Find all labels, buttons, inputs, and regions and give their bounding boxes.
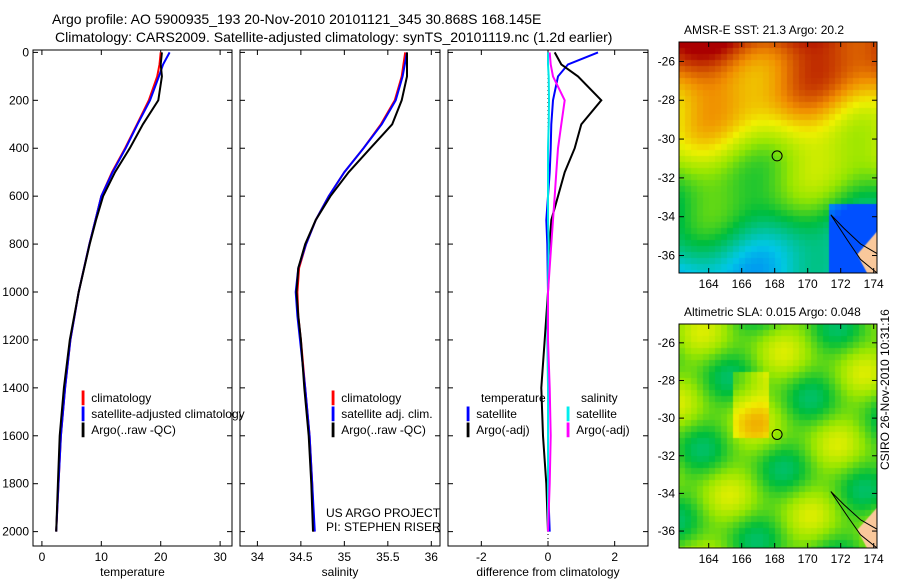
series-argo-raw-qc-: [295, 52, 408, 532]
x-tick-label: 172: [831, 277, 851, 291]
legend-salinity-heading: salinity: [581, 391, 618, 405]
legend-climatology: climatology: [91, 391, 152, 405]
y-tick-label: 1800: [2, 477, 29, 491]
y-tick-label: -30: [658, 132, 676, 146]
series-salinity-satellite: [546, 52, 551, 532]
x-axis-label: salinity: [322, 565, 359, 579]
pi-label: PI: STEPHEN RISER: [326, 520, 441, 534]
legend-argo: Argo(..raw -QC): [91, 423, 176, 437]
y-tick-label: 1400: [2, 381, 29, 395]
x-tick-label: 34.5: [289, 550, 313, 564]
x-tick-label: 166: [732, 552, 752, 566]
x-tick-label: 166: [732, 277, 752, 291]
x-tick-label: 164: [699, 552, 719, 566]
title-line1: Argo profile: AO 5900935_193 20-Nov-2010…: [52, 11, 542, 27]
series-satellite-adjusted-climatology: [55, 51, 171, 532]
legend-climatology: climatology: [341, 391, 402, 405]
plot-frame: [678, 41, 878, 274]
y-tick-label: 1000: [2, 285, 29, 299]
legend-temp-argo: Argo(-adj): [476, 423, 530, 437]
y-tick-label: 800: [9, 237, 29, 251]
y-tick-label: -34: [658, 486, 676, 500]
x-tick-label: 168: [765, 277, 785, 291]
series-satellite-adj-clim-: [294, 52, 408, 532]
x-tick-label: 34: [251, 550, 265, 564]
x-tick-label: 174: [864, 552, 884, 566]
series-temperature-satellite: [545, 51, 599, 532]
x-tick-label: 174: [864, 277, 884, 291]
x-tick-label: 36: [425, 550, 439, 564]
legend-temp-satellite: satellite: [476, 407, 517, 421]
legend-sal-satellite: satellite: [576, 407, 617, 421]
series-climatology: [296, 52, 407, 532]
argo-location-marker: [771, 150, 783, 162]
y-tick-label: 1200: [2, 333, 29, 347]
series-argo-raw-qc-: [55, 52, 163, 532]
legend-sal: ▎climatology ▎satellite adj. clim. ▎Argo…: [332, 391, 433, 437]
x-tick-label: 20: [154, 550, 168, 564]
y-tick-label: -32: [658, 449, 676, 463]
x-axis-label: difference from climatology: [476, 565, 619, 579]
argo-location-marker: [771, 428, 783, 440]
x-tick-label: 172: [831, 552, 851, 566]
y-tick-label: 600: [9, 189, 29, 203]
legend-temp: ▎climatology ▎satellite-adjusted climato…: [82, 391, 245, 437]
legend-temperature-heading: temperature: [481, 391, 546, 405]
y-tick-label: -26: [658, 336, 676, 350]
x-tick-label: -2: [476, 550, 487, 564]
sla-map-title: Altimetric SLA: 0.015 Argo: 0.048: [684, 305, 861, 319]
x-axis-label: temperature: [100, 565, 165, 579]
x-tick-label: 30: [213, 550, 227, 564]
x-tick-label: 35: [338, 550, 352, 564]
legend-satellite: satellite-adjusted climatology: [91, 407, 245, 421]
coastline-new-zealand: [830, 214, 878, 275]
y-tick-label: -36: [658, 524, 676, 538]
legend-sal-argo: Argo(-adj): [576, 423, 630, 437]
coastline-new-zealand: [830, 491, 878, 550]
plot-frame: [32, 49, 233, 547]
series-climatology: [55, 52, 162, 532]
y-tick-label: -28: [658, 93, 676, 107]
x-tick-label: 10: [95, 550, 109, 564]
sst-map-title: AMSR-E SST: 21.3 Argo: 20.2: [684, 23, 845, 37]
y-tick-label: 2000: [2, 525, 29, 539]
x-tick-label: 2: [611, 550, 618, 564]
y-tick-label: -28: [658, 373, 676, 387]
x-tick-label: 0: [545, 550, 552, 564]
title-line2: Climatology: CARS2009. Satellite-adjuste…: [55, 29, 613, 45]
y-tick-label: -32: [658, 171, 676, 185]
series-salinity-argo-adj-: [547, 52, 566, 532]
y-tick-label: 200: [9, 93, 29, 107]
x-tick-label: 164: [699, 277, 719, 291]
x-tick-label: 170: [798, 552, 818, 566]
y-tick-label: -30: [658, 411, 676, 425]
timestamp-stamp: CSIRO 26-Nov-2010 10:31:16: [878, 309, 892, 470]
legend-argo: Argo(..raw -QC): [341, 423, 426, 437]
x-tick-label: 170: [798, 277, 818, 291]
y-tick-label: -36: [658, 249, 676, 263]
x-tick-label: 168: [765, 552, 785, 566]
y-tick-label: 1600: [2, 429, 29, 443]
project-label: US ARGO PROJECT: [326, 506, 441, 520]
legend-diff-sal: salinity ▎satellite ▎Argo(-adj): [567, 391, 630, 437]
legend-satellite: satellite adj. clim.: [341, 407, 433, 421]
y-tick-label: -26: [658, 54, 676, 68]
legend-diff-temp: temperature ▎satellite ▎Argo(-adj): [467, 391, 546, 437]
y-tick-label: 0: [22, 45, 29, 59]
x-tick-label: 0: [39, 550, 46, 564]
y-tick-label: -34: [658, 210, 676, 224]
x-tick-label: 35.5: [376, 550, 400, 564]
y-tick-label: 400: [9, 141, 29, 155]
plot-frame: [678, 323, 878, 549]
plot-frame: [239, 49, 441, 547]
